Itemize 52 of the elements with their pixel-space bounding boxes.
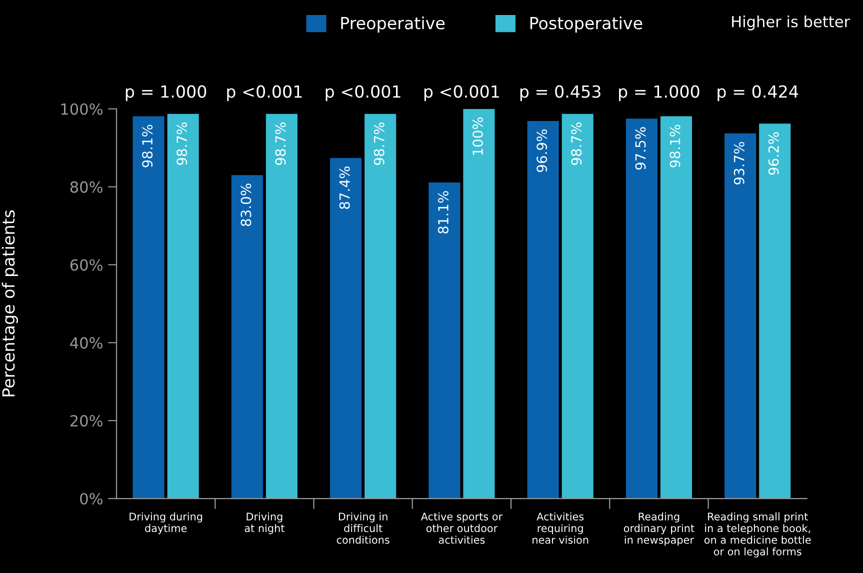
bar [167, 114, 199, 499]
legend-label: Preoperative [341, 16, 445, 33]
text: p <0.001 [326, 85, 400, 102]
bar [364, 114, 396, 499]
bar [428, 182, 460, 499]
y-tick-label: 0% [80, 492, 102, 505]
y-tick-label: 80% [70, 181, 102, 193]
x-tick-label: Reading ordinary print in newspaper [624, 512, 694, 546]
bar [562, 114, 594, 499]
data-label: 98.7% [374, 122, 384, 165]
bar [463, 108, 495, 499]
data-label: 96.9% [536, 130, 548, 172]
text: Higher is better [732, 16, 850, 30]
data-label: 98.1% [142, 124, 153, 168]
text: p <0.001 [424, 85, 499, 102]
data-label: 98.7% [176, 122, 188, 165]
y-axis-title: Percentage of patients [2, 210, 18, 396]
data-label: 87.4% [339, 166, 350, 209]
y-tick-label: 100% [61, 103, 102, 115]
x-tick-label: Activities requiring near vision [532, 512, 588, 544]
bar [330, 158, 362, 499]
text: p = 1.000 [619, 85, 700, 102]
data-label: 81.1% [438, 191, 448, 234]
bar [626, 118, 658, 499]
y-tick-label: 60% [70, 259, 102, 271]
x-tick-label: Reading small print in a telephone book, on a medicine bottle or on legal forms [704, 512, 811, 558]
text: p <0.001 [227, 85, 302, 102]
y-tick-label: 40% [70, 337, 102, 349]
data-label: 98.7% [571, 122, 582, 165]
bar [132, 116, 164, 499]
bar [527, 120, 559, 499]
y-tick-label: 20% [70, 415, 102, 427]
data-label: 100% [472, 117, 483, 155]
text: p = 0.424 [718, 85, 798, 102]
bar [724, 133, 756, 499]
data-label: 97.5% [635, 127, 646, 170]
text: p = 0.453 [520, 85, 600, 102]
x-tick-label: Active sports or other outdoor activities [420, 512, 503, 544]
data-label: 83.0% [240, 184, 252, 226]
data-label: 98.7% [275, 122, 286, 165]
data-label: 96.2% [768, 132, 779, 175]
x-tick-label: Driving in difficult conditions [336, 512, 390, 544]
bar [266, 114, 298, 499]
legend-label: Postoperative [530, 16, 642, 33]
data-label: 93.7% [734, 142, 744, 184]
x-tick-label: Driving during daytime [130, 512, 202, 534]
bar [759, 124, 791, 499]
bar [231, 175, 263, 499]
bar [660, 116, 692, 499]
x-tick-label: Driving at night [244, 512, 284, 534]
data-label: 98.1% [670, 124, 680, 168]
text: p = 1.000 [126, 85, 206, 102]
